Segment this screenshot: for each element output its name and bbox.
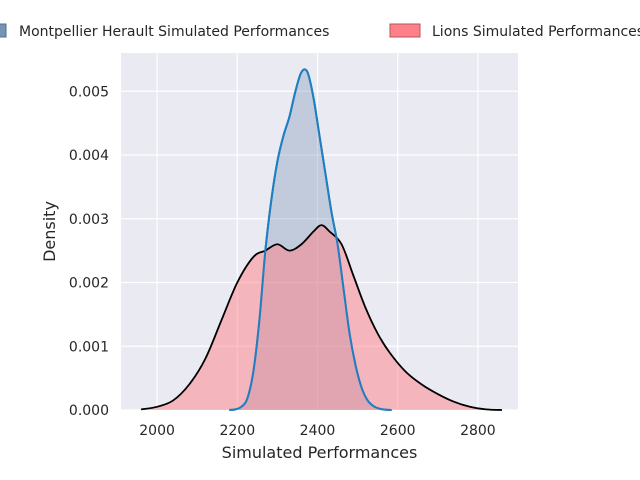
- y-axis-label: Density: [40, 201, 59, 262]
- x-tick-label-0: 2000: [139, 423, 175, 439]
- legend-label-montpellier: Montpellier Herault Simulated Performanc…: [19, 24, 329, 40]
- x-axis-label: Simulated Performances: [222, 443, 418, 462]
- x-tick-label-1: 2200: [219, 423, 255, 439]
- y-tick-label-5: 0.005: [69, 84, 109, 100]
- density-areas: [140, 68, 502, 411]
- legend-swatch-montpellier: [0, 23, 7, 38]
- y-axis-ticks: 0.000 0.001 0.002 0.003 0.004 0.005: [69, 84, 109, 419]
- y-tick-label-4: 0.004: [69, 148, 109, 164]
- legend: Montpellier Herault Simulated Performanc…: [0, 23, 640, 40]
- x-tick-label-3: 2600: [380, 423, 416, 439]
- x-tick-label-4: 2800: [460, 423, 496, 439]
- y-tick-label-2: 0.002: [69, 276, 109, 292]
- x-axis-ticks: 2000 2200 2400 2600 2800: [139, 423, 495, 439]
- density-line-1: [140, 224, 502, 411]
- legend-swatch-lions: [389, 23, 421, 38]
- density-line-0-top: [229, 68, 392, 411]
- y-tick-label-3: 0.003: [69, 212, 109, 228]
- y-tick-label-1: 0.001: [69, 339, 109, 355]
- y-tick-label-0: 0.000: [69, 403, 109, 419]
- legend-label-lions: Lions Simulated Performances: [432, 24, 640, 40]
- density-area-1: [141, 225, 502, 410]
- x-tick-label-2: 2400: [300, 423, 336, 439]
